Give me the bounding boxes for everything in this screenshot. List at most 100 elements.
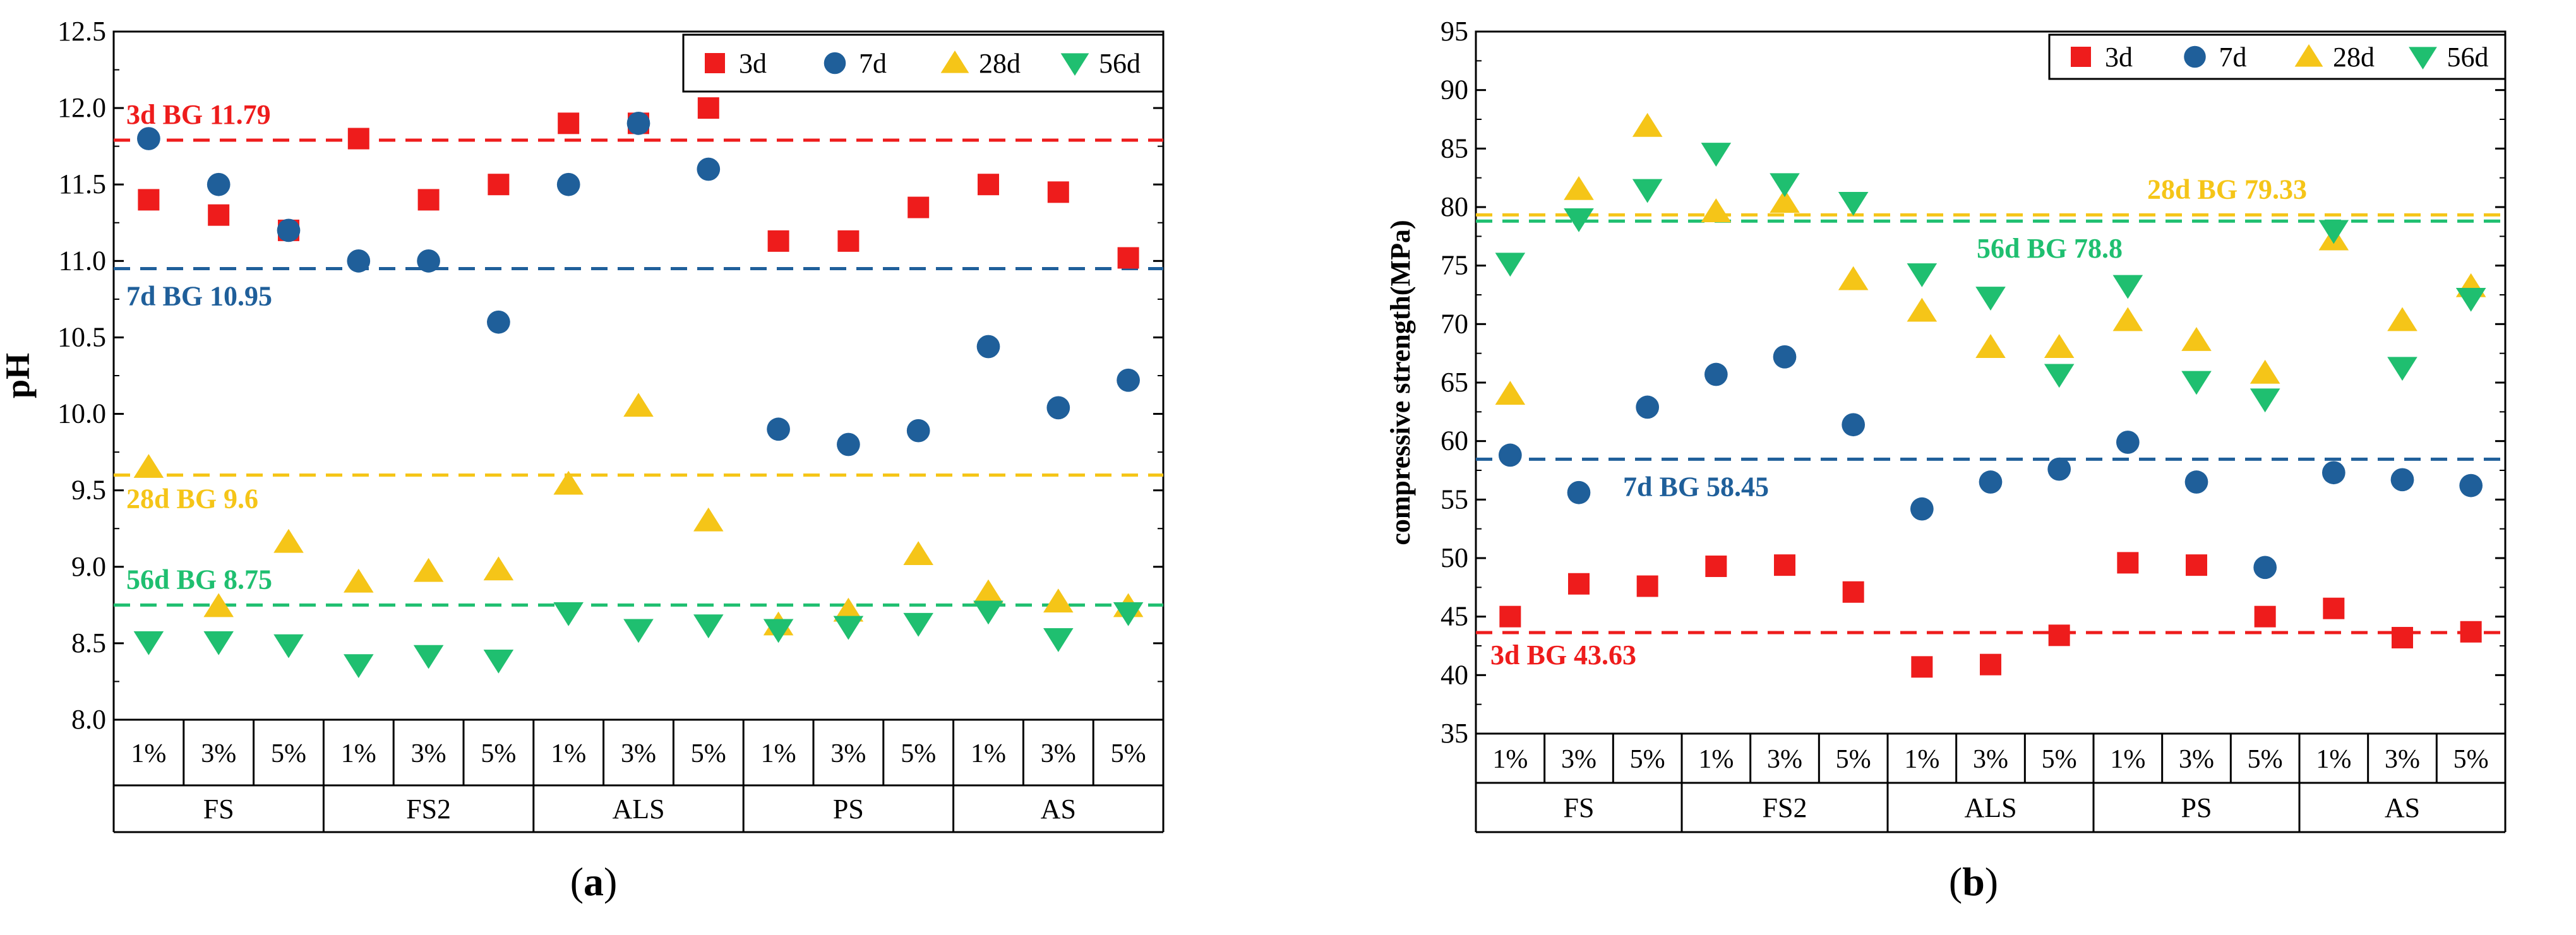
y-tick-label: 8.5 bbox=[71, 628, 106, 658]
data-point bbox=[2181, 371, 2212, 395]
y-axis-label: compressive strength(MPa) bbox=[1385, 220, 1416, 545]
data-point bbox=[417, 189, 440, 211]
legend-label: 7d bbox=[859, 48, 887, 79]
category-sublabel: 5% bbox=[271, 739, 306, 768]
data-point bbox=[2112, 275, 2143, 299]
data-point bbox=[1910, 497, 1934, 521]
y-tick-label: 11.0 bbox=[59, 245, 106, 276]
y-tick-label: 55 bbox=[1441, 484, 1468, 515]
data-point bbox=[978, 174, 999, 196]
data-point bbox=[2250, 359, 2280, 384]
data-point bbox=[137, 127, 160, 150]
category-sublabel: 5% bbox=[901, 739, 936, 768]
category-sublabel: 3% bbox=[2385, 745, 2420, 774]
data-point bbox=[2318, 220, 2349, 244]
data-point bbox=[693, 507, 724, 532]
y-tick-label: 10.0 bbox=[57, 398, 106, 429]
data-point bbox=[2184, 470, 2208, 494]
data-point bbox=[1774, 554, 1795, 576]
data-point bbox=[556, 172, 580, 196]
data-point bbox=[483, 649, 514, 674]
data-point bbox=[2253, 556, 2277, 580]
data-point bbox=[1770, 189, 1800, 213]
data-point bbox=[2044, 334, 2075, 358]
legend-marker bbox=[824, 52, 846, 74]
legend-marker bbox=[2071, 47, 2091, 67]
data-point bbox=[623, 619, 654, 643]
data-point bbox=[1842, 581, 1864, 603]
data-point bbox=[1911, 656, 1933, 678]
series-3d bbox=[138, 97, 1139, 269]
data-point bbox=[903, 541, 933, 565]
data-point bbox=[1499, 605, 1521, 628]
data-point bbox=[1980, 653, 2001, 676]
data-point bbox=[1567, 480, 1591, 504]
data-point bbox=[837, 230, 860, 252]
group-label: ALS bbox=[612, 794, 664, 825]
data-point bbox=[1046, 396, 1070, 420]
data-point bbox=[1701, 143, 1732, 167]
data-point bbox=[623, 393, 654, 417]
series-7d bbox=[1498, 345, 2483, 580]
reference-line-label: 56d BG 8.75 bbox=[126, 564, 272, 595]
y-axis-label: pH bbox=[0, 353, 37, 398]
data-point bbox=[1907, 263, 1938, 287]
data-point bbox=[2455, 287, 2486, 312]
category-sublabel: 1% bbox=[1492, 745, 1528, 774]
data-point bbox=[626, 111, 650, 135]
data-point bbox=[2460, 621, 2482, 643]
data-point bbox=[133, 631, 164, 655]
data-point bbox=[277, 218, 301, 242]
data-point bbox=[208, 204, 230, 226]
category-sublabel: 3% bbox=[830, 739, 866, 768]
y-tick-label: 75 bbox=[1441, 250, 1468, 281]
category-sublabel: 3% bbox=[2179, 745, 2214, 774]
category-sublabel: 1% bbox=[341, 739, 376, 768]
y-tick-label: 95 bbox=[1441, 16, 1468, 47]
legend-marker bbox=[705, 53, 725, 73]
data-point bbox=[976, 335, 1000, 359]
data-point bbox=[973, 600, 1003, 625]
data-point bbox=[693, 614, 724, 639]
data-point bbox=[833, 616, 864, 640]
data-point bbox=[2254, 605, 2276, 628]
data-point bbox=[1842, 413, 1866, 437]
data-point bbox=[273, 634, 304, 658]
data-point bbox=[1495, 381, 1526, 405]
data-point bbox=[1701, 198, 1732, 222]
data-point bbox=[697, 157, 721, 181]
data-point bbox=[558, 112, 580, 134]
category-sublabel: 5% bbox=[1836, 745, 1871, 774]
category-sublabel: 1% bbox=[761, 739, 796, 768]
legend-marker bbox=[2294, 44, 2323, 67]
data-point bbox=[2459, 473, 2483, 497]
data-point bbox=[908, 196, 930, 218]
category-sublabel: 5% bbox=[2248, 745, 2283, 774]
legend-label: 3d bbox=[739, 48, 767, 79]
data-point bbox=[1907, 297, 1938, 322]
legend-label: 56d bbox=[2447, 42, 2489, 73]
data-point bbox=[1975, 287, 2006, 311]
category-sublabel: 5% bbox=[1111, 739, 1146, 768]
category-sublabel: 5% bbox=[691, 739, 726, 768]
data-point bbox=[2250, 388, 2280, 413]
data-point bbox=[483, 556, 514, 581]
legend-marker bbox=[940, 51, 969, 73]
data-point bbox=[1770, 173, 1800, 198]
category-sublabel: 3% bbox=[1973, 745, 2008, 774]
data-point bbox=[203, 593, 234, 617]
data-point bbox=[1495, 253, 1526, 277]
series-28d bbox=[133, 393, 1144, 636]
data-point bbox=[1043, 628, 1074, 652]
data-point bbox=[553, 470, 584, 495]
legend-marker bbox=[2184, 45, 2206, 68]
data-point bbox=[487, 310, 510, 334]
series-3d bbox=[1499, 552, 2482, 678]
panel-label: (b) bbox=[1949, 859, 1998, 904]
data-point bbox=[837, 432, 860, 456]
y-tick-label: 12.5 bbox=[57, 16, 106, 47]
group-label: AS bbox=[2385, 792, 2420, 823]
data-point bbox=[697, 97, 719, 119]
reference-line-label: 56d BG 78.8 bbox=[1977, 233, 2123, 264]
